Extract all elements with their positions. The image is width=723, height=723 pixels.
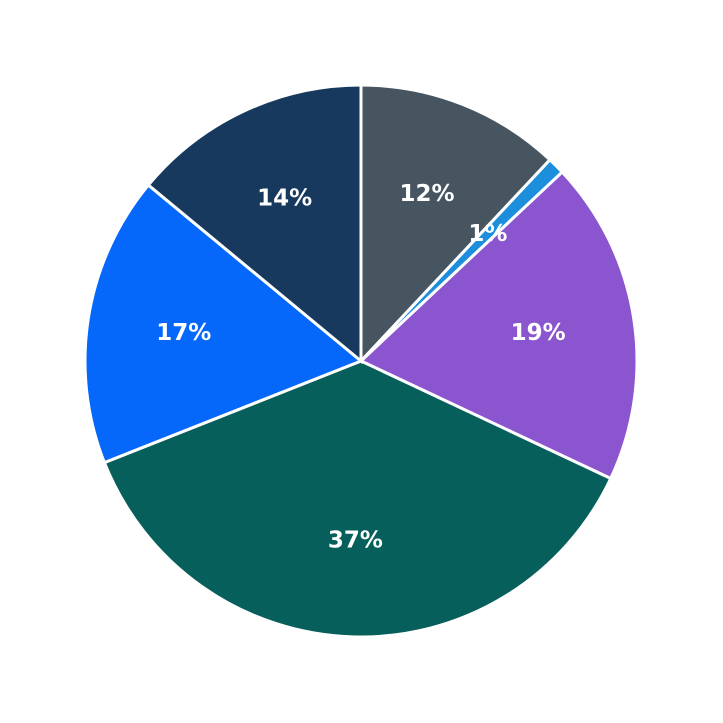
pie-slice-3	[102, 359, 613, 639]
pie-slices-group	[83, 83, 639, 639]
pie-slice-4	[83, 182, 364, 465]
pie-slice-5	[146, 83, 363, 365]
pie-slice-0	[359, 83, 553, 365]
pie-slice-2	[358, 169, 639, 481]
